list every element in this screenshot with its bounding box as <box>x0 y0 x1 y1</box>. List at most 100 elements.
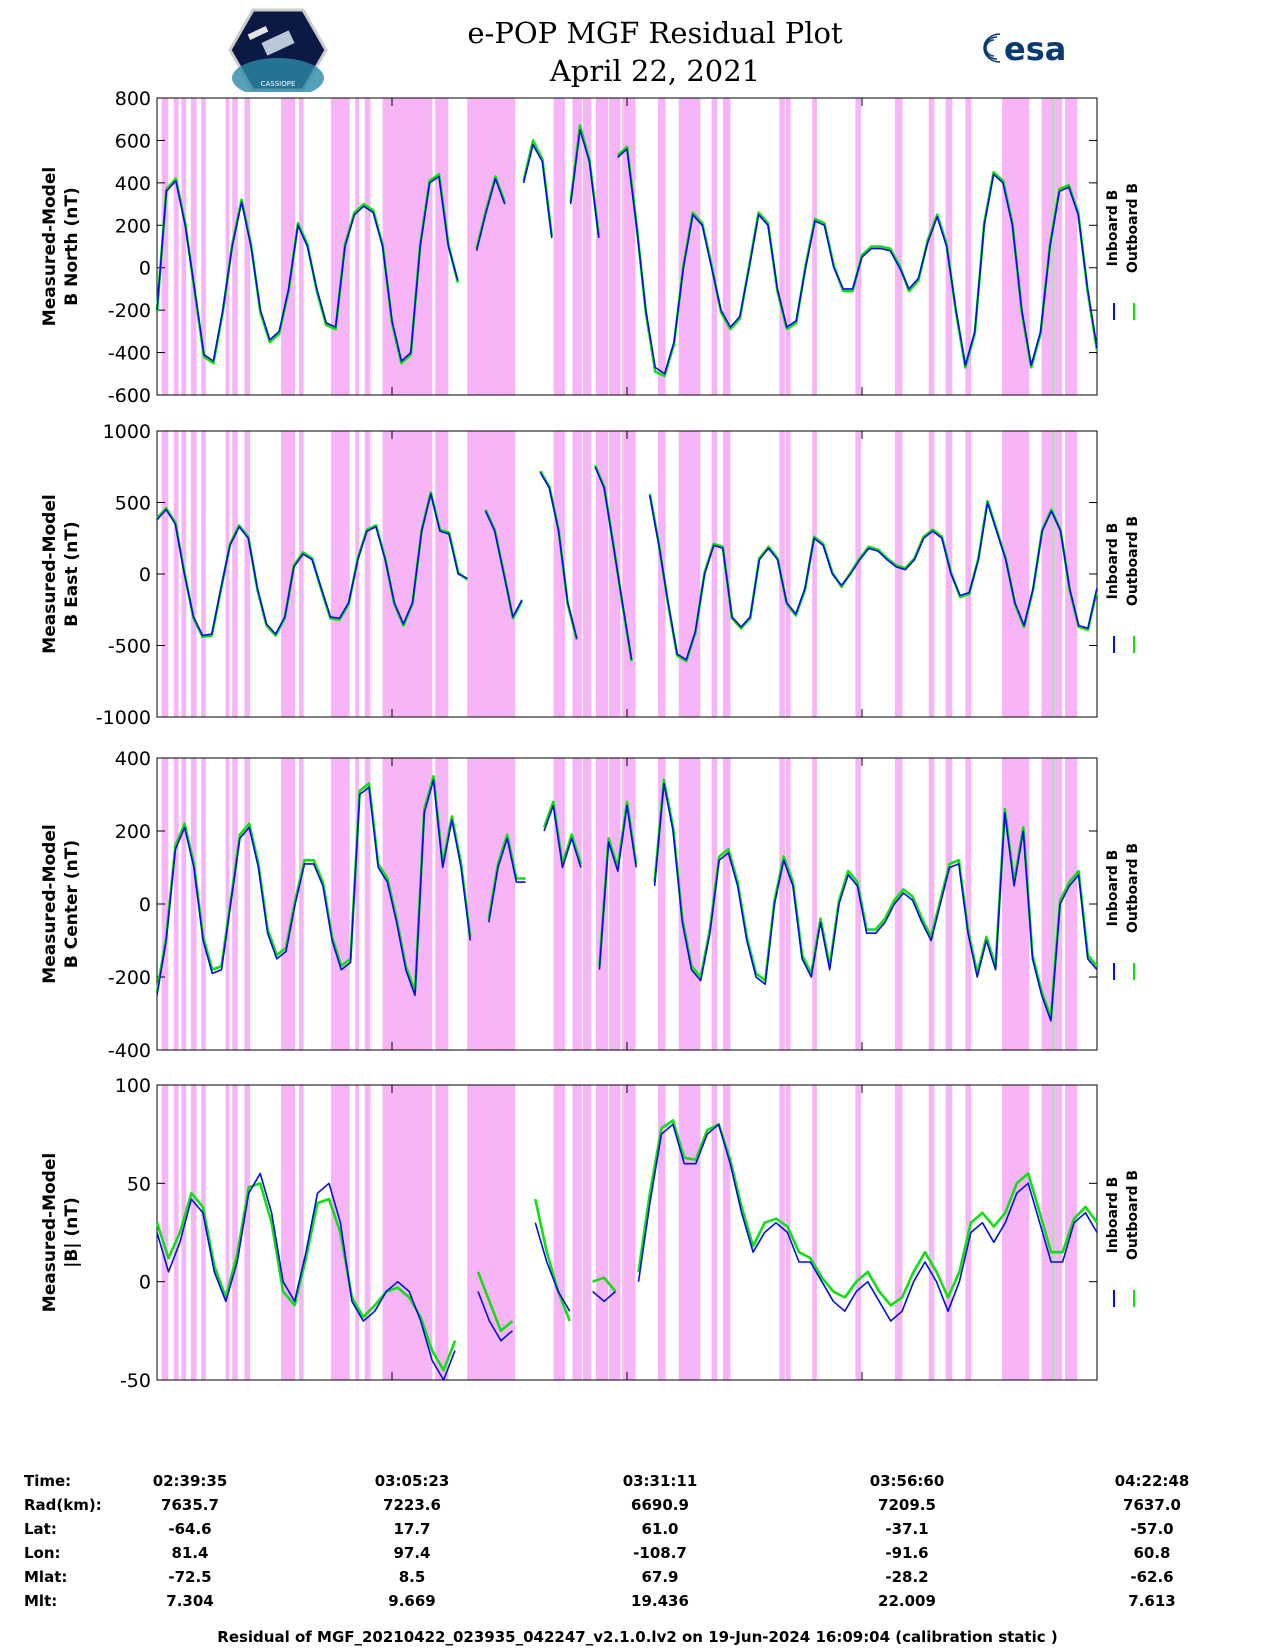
series-line-outboard <box>155 1119 1099 1372</box>
time-value: 02:39:35 <box>152 1472 228 1490</box>
y-axis-label: B Center (nT) <box>62 840 82 968</box>
shaded-band <box>928 1085 935 1380</box>
shaded-band <box>181 1085 187 1380</box>
shaded-band <box>1055 1085 1063 1380</box>
shaded-band <box>1065 431 1078 717</box>
shaded-band <box>190 98 197 395</box>
shaded-band <box>225 1085 230 1380</box>
mlt-value: 7.304 <box>166 1592 214 1610</box>
shaded-band <box>595 758 609 1050</box>
shaded-band <box>1002 758 1030 1050</box>
y-axis-label: Measured-Model <box>40 167 60 326</box>
shaded-band <box>582 431 592 717</box>
ephemeris-table: Time: 02:39:35 03:05:23 03:31:11 03:56:6… <box>0 1462 1275 1612</box>
shaded-band <box>785 98 791 395</box>
shaded-band <box>467 431 516 717</box>
shaded-band <box>553 1085 565 1380</box>
shaded-band <box>572 758 582 1050</box>
y-tick-label: 0 <box>139 1272 151 1294</box>
shaded-band <box>855 758 862 1050</box>
shaded-band <box>201 1085 206 1380</box>
shaded-band <box>364 1085 371 1380</box>
shaded-band <box>181 758 187 1050</box>
lat-row: Lat: -64.6 17.7 61.0 -37.1 -57.0 <box>0 1520 1275 1544</box>
rad-value: 7635.7 <box>161 1496 219 1514</box>
mlat-row: Mlat: -72.5 8.5 67.9 -28.2 -62.6 <box>0 1568 1275 1592</box>
shaded-band <box>244 98 251 395</box>
shaded-band <box>609 1085 621 1380</box>
shaded-band <box>658 98 666 395</box>
shaded-band <box>553 431 565 717</box>
shaded-band <box>364 758 371 1050</box>
shaded-band <box>225 758 230 1050</box>
shaded-band <box>364 98 371 395</box>
legend-label-inboard: Inboard B <box>1105 190 1121 267</box>
shaded-band <box>201 758 206 1050</box>
mlt-value: 9.669 <box>388 1592 436 1610</box>
shaded-band <box>190 758 197 1050</box>
y-tick-label: 50 <box>127 1173 151 1195</box>
y-tick-label: -600 <box>108 385 151 407</box>
shaded-band <box>855 1085 862 1380</box>
series-line-inboard <box>156 466 1098 661</box>
mlt-row: Mlt: 7.304 9.669 19.436 22.009 7.613 <box>0 1592 1275 1616</box>
shaded-band <box>232 431 238 717</box>
shaded-band <box>622 431 636 717</box>
shaded-band <box>622 1085 636 1380</box>
lat-value: -64.6 <box>168 1520 212 1538</box>
shaded-band <box>855 431 862 717</box>
shaded-band <box>1055 431 1063 717</box>
shaded-band <box>678 98 701 395</box>
y-tick-label: 100 <box>115 1075 151 1097</box>
y-tick-label: -1000 <box>96 707 151 729</box>
shaded-band <box>435 431 449 717</box>
lon-value: 81.4 <box>171 1544 209 1562</box>
shaded-band <box>928 431 935 717</box>
legend-label-inboard: Inboard B <box>1105 850 1121 927</box>
esa-logo: esa <box>970 26 1080 74</box>
shaded-band <box>190 431 197 717</box>
shaded-band <box>658 758 666 1050</box>
y-tick-label: -500 <box>108 636 151 658</box>
shaded-band <box>812 431 817 717</box>
y-tick-label: 0 <box>139 894 151 916</box>
time-row: Time: 02:39:35 03:05:23 03:31:11 03:56:6… <box>0 1472 1275 1496</box>
legend-label-inboard: Inboard B <box>1105 1177 1121 1254</box>
shaded-band <box>298 98 304 395</box>
shaded-band <box>161 98 169 395</box>
shaded-band <box>812 1085 817 1380</box>
shaded-band <box>779 1085 785 1380</box>
shaded-band <box>965 758 972 1050</box>
y-tick-label: 400 <box>115 748 151 770</box>
mlat-value: -28.2 <box>885 1568 929 1586</box>
lat-value: -37.1 <box>885 1520 929 1538</box>
time-value: 04:22:48 <box>1114 1472 1190 1490</box>
title-block: e-POP MGF Residual Plot April 22, 2021 <box>330 14 980 90</box>
shaded-band <box>553 758 565 1050</box>
shaded-band <box>894 1085 903 1380</box>
shaded-band <box>225 431 230 717</box>
shaded-band <box>711 1085 718 1380</box>
shaded-band <box>467 98 516 395</box>
shaded-band <box>582 98 592 395</box>
shaded-band <box>435 1085 449 1380</box>
mlt-value: 22.009 <box>878 1592 936 1610</box>
shaded-band <box>722 1085 731 1380</box>
lon-value: 60.8 <box>1133 1544 1171 1562</box>
shaded-band <box>298 758 304 1050</box>
shaded-band <box>722 98 731 395</box>
y-tick-label: -400 <box>108 343 151 365</box>
y-axis-label: Measured-Model <box>40 494 60 653</box>
shaded-band <box>678 431 701 717</box>
shaded-band <box>355 98 360 395</box>
svg-text:CASSIOPE: CASSIOPE <box>261 80 296 88</box>
footer-caption: Residual of MGF_20210422_023935_042247_v… <box>217 1628 1058 1646</box>
y-tick-label: 400 <box>115 173 151 195</box>
y-tick-label: -200 <box>108 967 151 989</box>
legend-label-inboard: Inboard B <box>1105 523 1121 600</box>
shaded-band <box>232 1085 238 1380</box>
mlat-value: -62.6 <box>1130 1568 1174 1586</box>
y-tick-label: -400 <box>108 1040 151 1062</box>
mlat-label: Mlat: <box>24 1568 68 1586</box>
